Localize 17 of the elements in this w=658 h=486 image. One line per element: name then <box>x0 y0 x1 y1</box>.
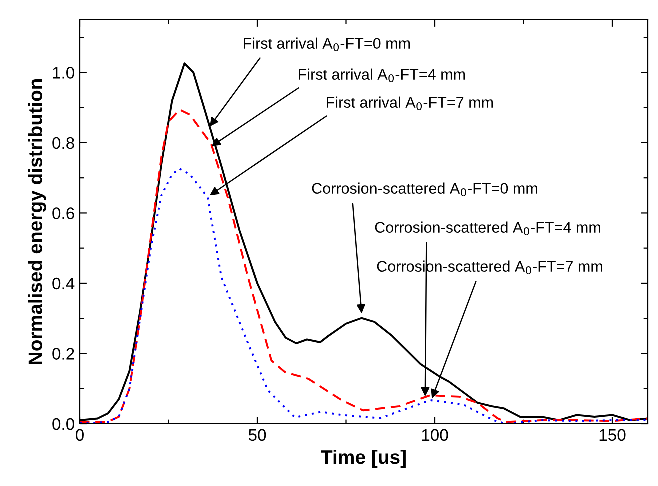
y-tick-label: 0.6 <box>52 208 74 220</box>
x-tick-label: 150 <box>600 429 626 442</box>
annotation: Corrosion-scattered A$_{0}$-FT=4 mm <box>375 222 600 236</box>
annotation: Corrosion-scattered A$_{0}$-FT=0 mm <box>312 182 538 197</box>
annotation: First arrival A$_{0}$-FT=4 mm <box>299 68 466 83</box>
y-axis-title: Normalised energy distribution <box>28 80 46 364</box>
annotation: First arrival A$_{0}$-FT=7 mm <box>327 96 494 111</box>
y-tick-label: 0.2 <box>52 348 74 360</box>
x-tick-label: 100 <box>422 429 448 442</box>
x-tick-label: 0 <box>76 429 84 442</box>
x-axis-title: Time [us] <box>321 450 406 468</box>
y-tick-label: 0.8 <box>52 137 74 150</box>
y-tick-label: 1.0 <box>53 67 74 79</box>
y-tick-label: 0.4 <box>52 278 75 290</box>
text: 0.0 <box>52 418 74 430</box>
annotation: First arrival A$_{0}$-FT=0 mm <box>244 38 410 52</box>
x-tick-label: 50 <box>248 429 266 442</box>
